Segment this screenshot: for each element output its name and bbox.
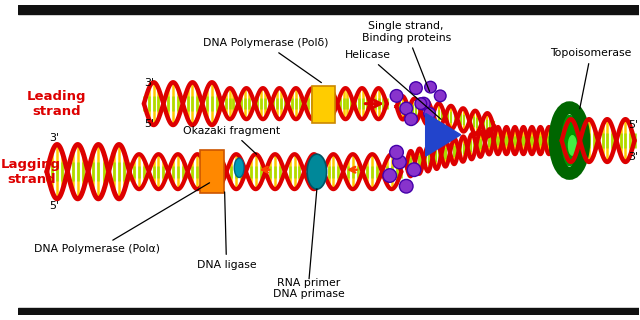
Text: 5': 5' <box>49 201 59 211</box>
Text: RNA primer: RNA primer <box>278 278 340 288</box>
Ellipse shape <box>568 136 576 155</box>
Bar <box>200 150 223 193</box>
Text: DNA ligase: DNA ligase <box>196 192 256 270</box>
Text: Lagging
strand: Lagging strand <box>1 158 61 186</box>
Circle shape <box>415 98 427 109</box>
Circle shape <box>392 155 406 169</box>
Circle shape <box>390 90 403 102</box>
Text: 3': 3' <box>49 132 59 142</box>
Text: Leading
strand: Leading strand <box>27 90 86 118</box>
Text: Helicase: Helicase <box>344 50 441 119</box>
Text: 5': 5' <box>144 119 154 129</box>
Text: 3': 3' <box>144 78 154 88</box>
Text: DNA primase: DNA primase <box>273 289 345 299</box>
Circle shape <box>383 169 397 182</box>
Text: Topoisomerase: Topoisomerase <box>550 48 632 109</box>
Bar <box>18 4 639 14</box>
Bar <box>18 308 639 316</box>
Circle shape <box>425 81 436 93</box>
Circle shape <box>399 180 413 193</box>
Text: 5': 5' <box>628 120 638 130</box>
Bar <box>312 86 335 123</box>
Circle shape <box>407 163 421 177</box>
Ellipse shape <box>561 115 578 166</box>
Ellipse shape <box>234 158 244 178</box>
Circle shape <box>410 82 422 94</box>
Text: Single strand,
Binding proteins: Single strand, Binding proteins <box>362 21 451 91</box>
Ellipse shape <box>307 154 326 189</box>
Circle shape <box>400 102 413 115</box>
Text: DNA Polymerase (Polα): DNA Polymerase (Polα) <box>35 183 209 254</box>
Circle shape <box>390 145 403 159</box>
Text: DNA Polymerase (Polδ): DNA Polymerase (Polδ) <box>203 38 328 83</box>
Text: 3': 3' <box>628 152 638 162</box>
Circle shape <box>404 113 417 125</box>
Circle shape <box>424 108 435 119</box>
Polygon shape <box>426 113 461 156</box>
Circle shape <box>435 90 446 102</box>
Circle shape <box>417 97 430 110</box>
Text: Okazaki fragment: Okazaki fragment <box>183 126 280 154</box>
